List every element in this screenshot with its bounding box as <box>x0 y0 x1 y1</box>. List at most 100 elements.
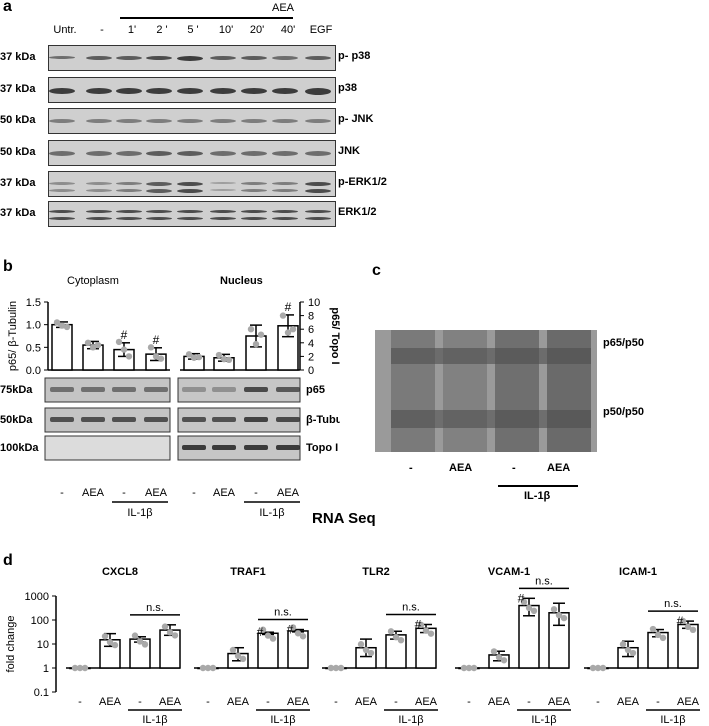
d-point <box>619 641 627 648</box>
b-band <box>276 417 300 422</box>
nuc-ytick-label: 2 <box>308 351 314 363</box>
d-point <box>76 664 84 672</box>
b-blot-target: β-Tubulin <box>306 414 340 426</box>
d-point <box>427 630 435 637</box>
blot-band <box>86 88 112 94</box>
cyto-ylabel: p65/ β-Tubulin <box>7 301 19 371</box>
blot-band <box>272 151 298 156</box>
d-point <box>299 633 307 640</box>
blot-band <box>146 182 172 186</box>
blot-band <box>241 217 267 220</box>
lane-label: Untr. <box>53 24 77 36</box>
blot-band <box>241 189 267 192</box>
d-point <box>239 655 247 663</box>
c-il1b-line <box>498 485 578 487</box>
d-lane-label: - <box>206 696 210 708</box>
d-il1b-label: IL-1β <box>398 714 423 726</box>
d-lane-label: - <box>334 696 338 708</box>
d-lane-label: AEA <box>287 696 310 708</box>
d-sig: # <box>415 617 422 631</box>
blot-target-label: ERK1/2 <box>338 206 377 218</box>
d-point <box>392 634 400 641</box>
aea-bracket-line <box>120 17 293 19</box>
d-lane-label: AEA <box>677 696 700 708</box>
cyto-ytick-label: 1.0 <box>26 320 41 332</box>
blot-size-label: 37 kDa <box>0 83 36 95</box>
d-ns-label: n.s. <box>274 607 292 619</box>
blot-band <box>146 119 172 123</box>
nuc-point <box>220 355 228 363</box>
c-lane-2: AEA <box>449 462 473 474</box>
d-point <box>141 641 149 648</box>
blot-band <box>241 151 267 156</box>
blot-band <box>305 182 331 186</box>
d-point <box>500 657 508 664</box>
d-point <box>204 664 212 672</box>
blot-band <box>177 88 203 94</box>
cyto-sig: # <box>121 328 128 342</box>
d-point <box>362 646 370 654</box>
cyto-point <box>115 338 123 346</box>
lane-label: EGF <box>309 24 333 36</box>
cyto-point <box>84 339 92 346</box>
d-ylabel: fold change <box>5 616 17 673</box>
nuc-point <box>185 351 193 358</box>
d-point <box>654 631 662 639</box>
blot-band <box>86 119 112 123</box>
d-ytick-label: 1 <box>43 663 49 675</box>
blot-band <box>241 182 267 185</box>
d-lane-label: AEA <box>355 696 378 708</box>
d-ns-label: n.s. <box>146 602 164 614</box>
cyto-point <box>125 353 133 360</box>
d-point <box>465 664 473 672</box>
lane-label: 10' <box>218 24 234 36</box>
panel-d-label: d <box>3 552 13 569</box>
d-point <box>367 649 375 657</box>
blot-band <box>177 119 203 123</box>
blot-band <box>116 210 142 213</box>
panel-c-label: c <box>372 262 381 279</box>
d-point <box>589 664 597 672</box>
d-point <box>269 635 277 642</box>
d-point <box>136 638 144 645</box>
d-lane-label: - <box>394 696 398 708</box>
blot-strip <box>48 140 336 166</box>
d-ytick-label: 10 <box>37 639 49 651</box>
cytoplasm-title: Cytoplasm <box>67 275 119 287</box>
nuc-sig: # <box>285 300 292 314</box>
blot-band <box>86 210 112 213</box>
d-gene-title: ICAM-1 <box>619 566 657 578</box>
d-point <box>525 604 533 612</box>
d-lane-label: AEA <box>159 696 182 708</box>
panel-b-label: b <box>3 258 13 275</box>
blot-band <box>49 151 75 156</box>
blot-band <box>272 182 298 185</box>
b-band <box>244 445 268 450</box>
b-blot-target: p65 <box>306 384 325 396</box>
nuc-point <box>195 353 203 361</box>
blot-band <box>241 56 267 60</box>
d-point <box>337 664 345 672</box>
b-band <box>144 387 168 392</box>
d-point <box>387 628 395 635</box>
d-ytick-label: 0.1 <box>34 687 49 699</box>
cyto-point <box>89 344 97 351</box>
b-band <box>212 417 236 422</box>
blot-band <box>305 88 331 95</box>
d-point <box>560 614 568 622</box>
d-point <box>490 648 498 655</box>
d-lane-label: AEA <box>415 696 438 708</box>
d-point <box>161 623 169 630</box>
blot-size-label: 50 kDa <box>0 146 36 158</box>
blot-band <box>86 189 112 192</box>
blot-strip <box>48 201 336 227</box>
d-point <box>397 636 405 644</box>
d-point <box>659 634 667 642</box>
blot-band <box>210 56 236 60</box>
d-point <box>209 664 217 672</box>
panel-d-chart: 1000 100 10 1 0.1 fold change CXCL8 - AEA - AEA n.s… <box>5 566 700 726</box>
blot-band <box>210 217 236 220</box>
blot-band <box>116 56 142 60</box>
blot-band <box>116 119 142 123</box>
band-p65-p50: p65/p50 <box>603 337 644 349</box>
